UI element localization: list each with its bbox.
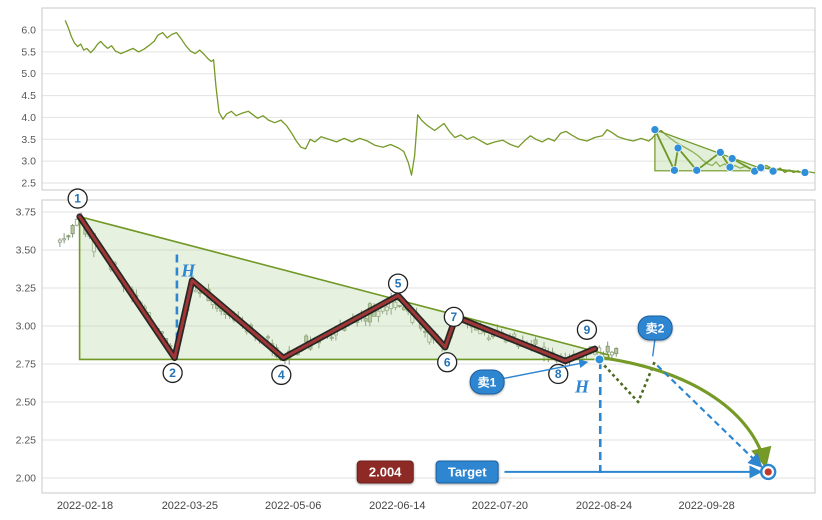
x-tick-label: 2022-05-06 bbox=[265, 500, 321, 512]
top-panel-border bbox=[41, 7, 816, 191]
wave-number-label: 2 bbox=[169, 366, 176, 380]
mini-pattern-dot bbox=[650, 125, 660, 135]
candle-body bbox=[614, 348, 619, 355]
wave-number-circle bbox=[437, 352, 458, 373]
y-tick-label: 3.25 bbox=[16, 283, 37, 295]
mini-pattern-dot bbox=[727, 154, 737, 163]
candle-body bbox=[533, 339, 538, 345]
y-tick-label: 3.5 bbox=[21, 134, 36, 146]
wave-number-circle bbox=[271, 364, 292, 386]
candle-body bbox=[198, 291, 203, 294]
candle-body bbox=[74, 218, 79, 226]
candle-body bbox=[265, 336, 270, 339]
candle-body bbox=[609, 351, 614, 356]
candle-body bbox=[503, 340, 508, 343]
mini-pattern-dot bbox=[715, 148, 725, 157]
wave-number-label: 9 bbox=[584, 323, 591, 337]
wave-number-label: 7 bbox=[450, 310, 457, 324]
wave-number-label: 6 bbox=[444, 355, 451, 369]
y-tick-label: 2.50 bbox=[16, 397, 37, 409]
sell-2-badge: 卖2 bbox=[637, 315, 673, 341]
candle-body bbox=[376, 310, 381, 317]
candle-body bbox=[393, 301, 398, 308]
y-tick-label: 3.50 bbox=[16, 245, 37, 257]
candle-body bbox=[605, 345, 610, 353]
candle-body bbox=[423, 330, 428, 333]
mini-pattern-dot bbox=[670, 165, 679, 175]
candle-body bbox=[397, 304, 402, 307]
measured-move-price-badge: 2.004 bbox=[356, 460, 414, 484]
candle-body bbox=[70, 225, 75, 235]
candle-body bbox=[193, 289, 198, 293]
y-tick-label: 3.00 bbox=[16, 321, 37, 333]
y-tick-label: 2.5 bbox=[21, 177, 36, 189]
wave-number-circle bbox=[387, 273, 409, 294]
candle-body bbox=[62, 238, 67, 241]
x-tick-label: 2022-03-25 bbox=[162, 500, 218, 512]
wave-number-label: 1 bbox=[74, 192, 81, 206]
candle-body bbox=[66, 235, 71, 238]
sell-1-badge: 卖1 bbox=[469, 369, 505, 395]
wave-number-circle bbox=[162, 362, 183, 384]
y-tick-label: 4.0 bbox=[21, 112, 36, 124]
mini-pattern-dot bbox=[768, 166, 778, 176]
sell1-pointer-line bbox=[503, 359, 589, 380]
y-tick-label: 3.75 bbox=[16, 207, 37, 219]
sell2-projection-arrow bbox=[656, 364, 763, 468]
breakdown-marker bbox=[594, 354, 605, 365]
wave-number-circle bbox=[576, 319, 598, 340]
projection-curve-arrow bbox=[603, 356, 772, 469]
mini-pattern-dot bbox=[692, 165, 702, 175]
y-tick-label: 2.00 bbox=[16, 473, 37, 485]
wave-number-circle bbox=[443, 306, 464, 328]
wave-number-label: 8 bbox=[555, 367, 562, 381]
y-tick-label: 4.5 bbox=[21, 90, 36, 102]
sell2-pointer-line bbox=[651, 338, 656, 357]
mini-pattern-dot bbox=[673, 143, 683, 153]
candle-body bbox=[329, 336, 334, 339]
price-line bbox=[64, 20, 816, 176]
x-tick-label: 2022-07-20 bbox=[472, 500, 528, 512]
y-tick-label: 5.0 bbox=[21, 68, 36, 80]
zigzag-line bbox=[78, 215, 597, 363]
wave-number-circle bbox=[67, 188, 88, 209]
height-label-1: H bbox=[181, 260, 196, 281]
x-tick-label: 2022-08-24 bbox=[576, 500, 632, 512]
height-label-2: H bbox=[574, 376, 590, 397]
mini-pattern-dot bbox=[800, 168, 810, 177]
x-tick-label: 2022-02-18 bbox=[57, 500, 113, 512]
mini-pattern-dot bbox=[725, 162, 735, 172]
mini-pattern-dot bbox=[756, 163, 766, 173]
y-tick-label: 5.5 bbox=[21, 46, 36, 58]
pullback-dashed-path bbox=[599, 360, 657, 404]
candle-body bbox=[512, 333, 517, 337]
candle-body bbox=[363, 317, 368, 322]
detail-panel-border bbox=[41, 199, 816, 494]
candle-body bbox=[57, 239, 62, 243]
wave-number-label: 5 bbox=[395, 277, 402, 291]
y-tick-label: 2.25 bbox=[16, 435, 37, 447]
wave-number-label: 4 bbox=[278, 368, 285, 382]
x-tick-label: 2022-06-14 bbox=[369, 500, 425, 512]
candle-body bbox=[401, 306, 406, 311]
x-tick-label: 2022-09-28 bbox=[678, 500, 734, 512]
target-badge: Target bbox=[435, 460, 499, 484]
target-point-dot bbox=[764, 468, 772, 476]
y-tick-label: 2.75 bbox=[16, 359, 37, 371]
candle-body bbox=[486, 337, 491, 340]
y-tick-label: 6.0 bbox=[21, 25, 36, 37]
candle-body bbox=[384, 306, 389, 312]
y-tick-label: 3.0 bbox=[21, 156, 36, 168]
